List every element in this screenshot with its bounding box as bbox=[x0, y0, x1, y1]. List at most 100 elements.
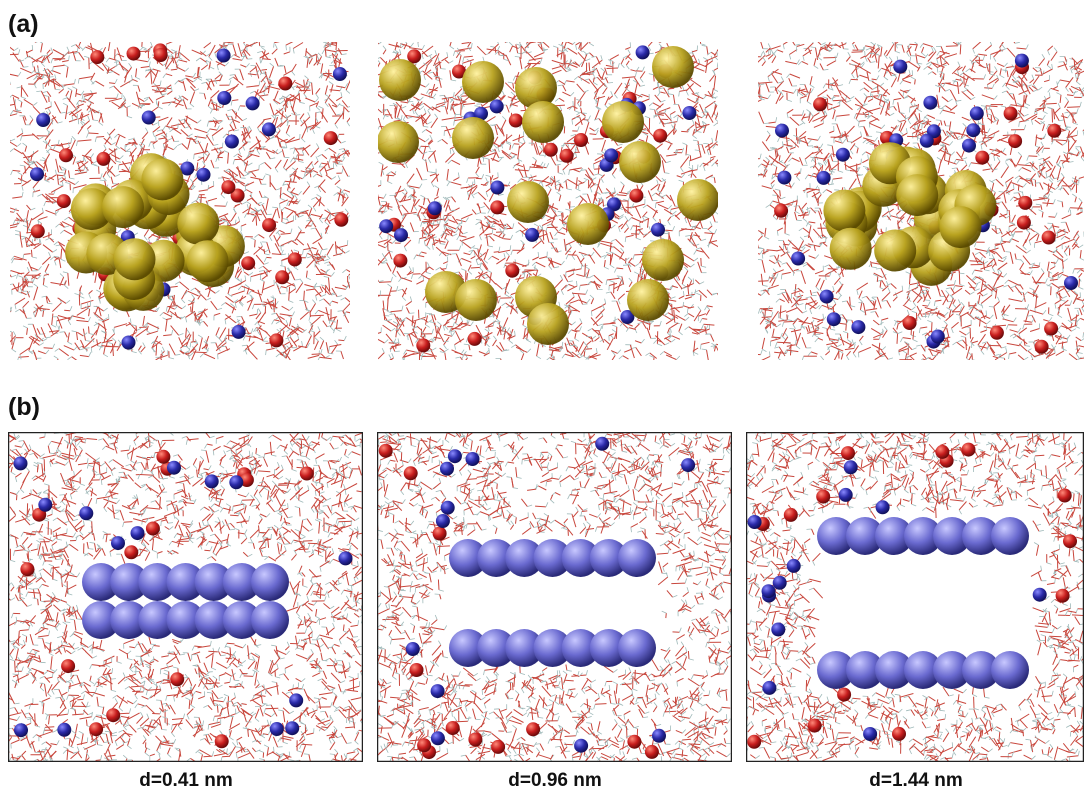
cation-sphere bbox=[467, 331, 482, 346]
anion-sphere bbox=[245, 96, 260, 111]
plate-atom bbox=[618, 629, 656, 667]
solute-sphere bbox=[823, 189, 866, 232]
md-snapshot-b3 bbox=[746, 432, 1084, 762]
anion-sphere bbox=[875, 500, 890, 515]
cation-sphere bbox=[153, 48, 168, 62]
solute-sphere bbox=[102, 186, 144, 229]
panel-a-snapshot-clustered bbox=[10, 42, 350, 360]
cation-sphere bbox=[783, 507, 798, 522]
cation-sphere bbox=[275, 270, 290, 285]
anion-sphere bbox=[447, 449, 462, 464]
cation-sphere bbox=[1008, 134, 1023, 149]
cation-sphere bbox=[902, 316, 917, 330]
anion-sphere bbox=[231, 324, 246, 339]
cation-sphere bbox=[526, 722, 541, 737]
ions bbox=[747, 442, 1077, 749]
anion-sphere bbox=[595, 436, 610, 451]
cation-sphere bbox=[961, 442, 976, 457]
plate-atom bbox=[533, 629, 572, 667]
cation-sphere bbox=[378, 443, 393, 458]
plate-atom bbox=[110, 563, 149, 601]
anion-sphere bbox=[1064, 276, 1078, 290]
cation-sphere bbox=[287, 252, 302, 267]
cation-sphere bbox=[278, 76, 293, 91]
cation-sphere bbox=[241, 256, 256, 271]
cation-sphere bbox=[416, 338, 431, 353]
cation-sphere bbox=[975, 150, 990, 165]
anion-sphere bbox=[440, 500, 455, 515]
cation-sphere bbox=[269, 333, 284, 348]
anion-sphere bbox=[762, 680, 777, 695]
plate-atom bbox=[166, 601, 205, 639]
cation-sphere bbox=[96, 151, 111, 166]
cation-sphere bbox=[1063, 534, 1077, 549]
cation-sphere bbox=[334, 212, 349, 227]
anion-sphere bbox=[651, 222, 665, 237]
cation-sphere bbox=[491, 739, 506, 754]
md-snapshot-a3 bbox=[758, 42, 1084, 360]
cation-sphere bbox=[1016, 215, 1031, 230]
solute-sphere bbox=[642, 239, 684, 281]
cation-sphere bbox=[468, 732, 483, 747]
plate-atom bbox=[875, 517, 913, 555]
cation-sphere bbox=[409, 663, 424, 677]
solute-sphere bbox=[522, 101, 564, 143]
cation-sphere bbox=[892, 726, 906, 741]
cation-sphere bbox=[935, 444, 950, 459]
anion-sphere bbox=[772, 575, 787, 590]
cation-sphere bbox=[543, 142, 558, 157]
plate-atom bbox=[846, 651, 884, 689]
anion-sphere bbox=[430, 731, 445, 746]
plate-atom bbox=[166, 563, 205, 601]
cation-sphere bbox=[20, 562, 35, 577]
plate-atom bbox=[138, 601, 177, 639]
plate-atom bbox=[194, 563, 233, 601]
anion-sphere bbox=[180, 161, 195, 176]
simulation-box-frame bbox=[377, 432, 732, 762]
anion-sphere bbox=[863, 727, 878, 741]
md-snapshot-b1 bbox=[8, 432, 363, 762]
cation-sphere bbox=[445, 721, 460, 735]
cation-sphere bbox=[747, 734, 762, 749]
solute-sphere bbox=[652, 46, 694, 88]
cation-sphere bbox=[59, 148, 73, 163]
plate-atom bbox=[933, 651, 971, 689]
cation-sphere bbox=[816, 489, 831, 504]
anion-sphere bbox=[289, 693, 304, 708]
plate-atom bbox=[194, 601, 233, 639]
anion-sphere bbox=[57, 722, 72, 737]
anion-sphere bbox=[261, 122, 276, 137]
anion-sphere bbox=[440, 461, 454, 476]
plate-atom bbox=[82, 563, 120, 601]
graphene-like-plate bbox=[82, 563, 289, 601]
anion-sphere bbox=[394, 228, 408, 243]
anion-sphere bbox=[38, 497, 53, 512]
plate-atom bbox=[962, 517, 1000, 555]
anion-sphere bbox=[826, 312, 841, 327]
solute-sphere bbox=[507, 181, 549, 223]
cation-sphere bbox=[629, 188, 644, 203]
cation-sphere bbox=[813, 97, 828, 112]
solute-sphere bbox=[939, 206, 982, 249]
plate-atom bbox=[817, 651, 855, 689]
cation-sphere bbox=[299, 466, 314, 481]
cation-sphere bbox=[61, 659, 76, 674]
cation-sphere bbox=[30, 224, 45, 239]
panel-b-snapshot-d041 bbox=[8, 432, 363, 762]
md-snapshot-b2 bbox=[377, 432, 732, 762]
anion-sphere bbox=[919, 133, 934, 148]
cation-sphere bbox=[106, 708, 121, 723]
plate-atom bbox=[222, 563, 261, 601]
cation-sphere bbox=[393, 253, 408, 268]
cation-sphere bbox=[508, 113, 523, 128]
plate-atom bbox=[505, 629, 544, 667]
cation-sphere bbox=[841, 446, 855, 461]
anion-sphere bbox=[224, 134, 239, 149]
solute-sphere bbox=[627, 279, 669, 321]
cation-sphere bbox=[156, 449, 171, 464]
solute-sphere bbox=[379, 59, 421, 101]
anion-sphere bbox=[167, 460, 181, 475]
anion-sphere bbox=[490, 180, 505, 195]
anion-sphere bbox=[835, 147, 850, 162]
anion-sphere bbox=[216, 48, 231, 63]
